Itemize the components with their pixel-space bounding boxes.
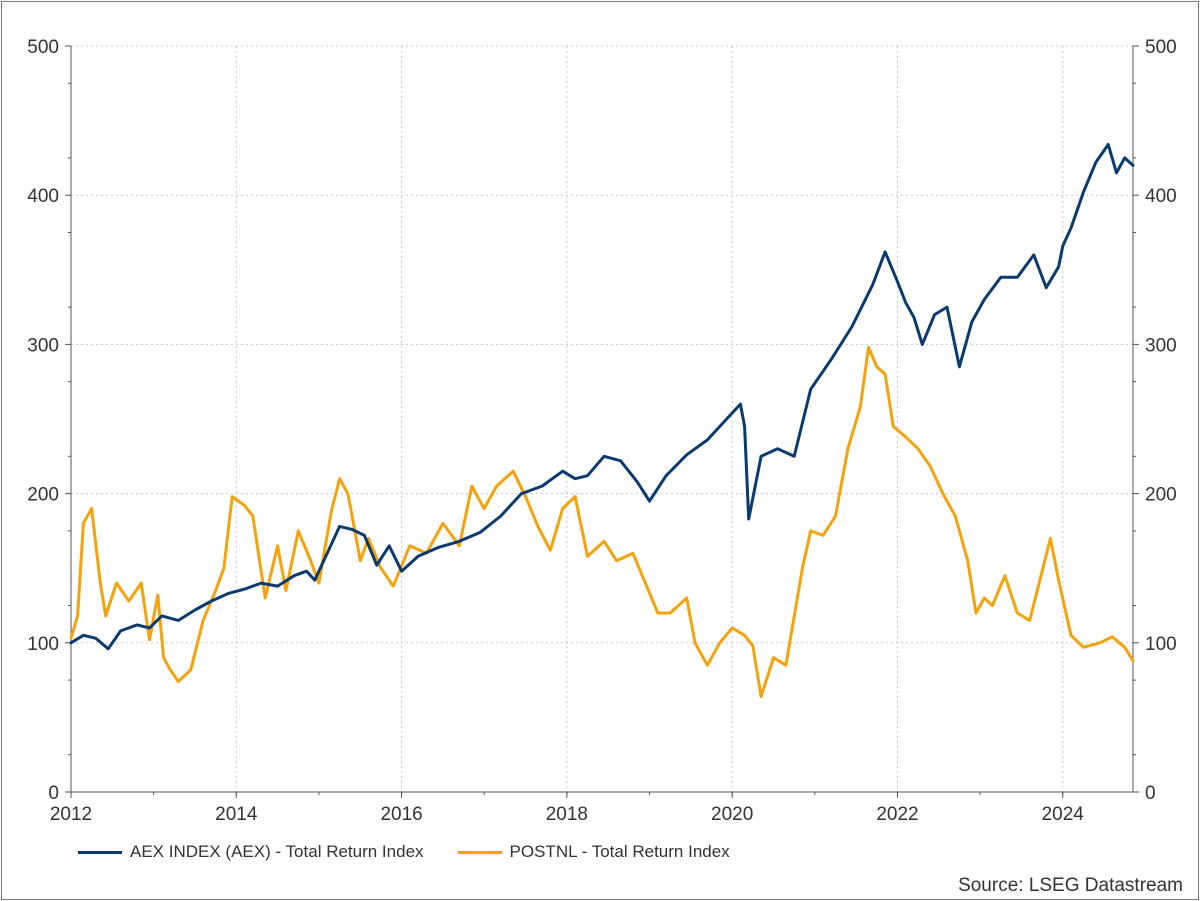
- y-tick-label-left: 300: [27, 335, 59, 356]
- y-tick-label-right: 200: [1145, 485, 1177, 506]
- y-tick-label-right: 400: [1145, 186, 1177, 207]
- axes: [65, 45, 1139, 798]
- x-tick-label: 2016: [380, 804, 422, 825]
- y-tick-label-left: 200: [27, 485, 59, 506]
- y-tick-label-right: 0: [1145, 783, 1156, 804]
- y-tick-label-right: 100: [1145, 634, 1177, 655]
- x-tick-label: 2018: [546, 804, 588, 825]
- x-tick-label: 2012: [50, 804, 92, 825]
- y-tick-label-left: 100: [27, 634, 59, 655]
- y-tick-label-left: 500: [27, 37, 59, 58]
- legend: AEX INDEX (AEX) - Total Return Index POS…: [78, 842, 764, 862]
- x-tick-label: 2014: [215, 804, 258, 825]
- series-line-aex: [69, 143, 1135, 651]
- legend-label-postnl: POSTNL - Total Return Index: [509, 842, 730, 861]
- x-tick-label: 2022: [876, 804, 918, 825]
- x-tick-label: 2024: [1042, 804, 1085, 825]
- y-tick-label-right: 500: [1145, 37, 1177, 58]
- legend-swatch-postnl: [457, 850, 502, 854]
- tick-labels: 0 0 100 100 200 200 300 300 400 400 500 500 2012 2014…: [27, 37, 1176, 825]
- y-tick-label-left: 0: [48, 783, 59, 804]
- grid: [71, 45, 1133, 792]
- legend-label-aex: AEX INDEX (AEX) - Total Return Index: [130, 842, 424, 861]
- series-line-postnl: [69, 345, 1135, 698]
- y-tick-label-left: 400: [27, 186, 59, 207]
- legend-swatch-aex: [78, 850, 122, 854]
- y-tick-label-right: 300: [1145, 335, 1177, 356]
- legend-item-aex: AEX INDEX (AEX) - Total Return Index: [78, 842, 424, 862]
- series-layer: [69, 143, 1135, 698]
- x-tick-label: 2020: [711, 804, 753, 825]
- source-note: Source: LSEG Datastream: [958, 875, 1183, 896]
- legend-item-postnl: POSTNL - Total Return Index: [457, 842, 730, 862]
